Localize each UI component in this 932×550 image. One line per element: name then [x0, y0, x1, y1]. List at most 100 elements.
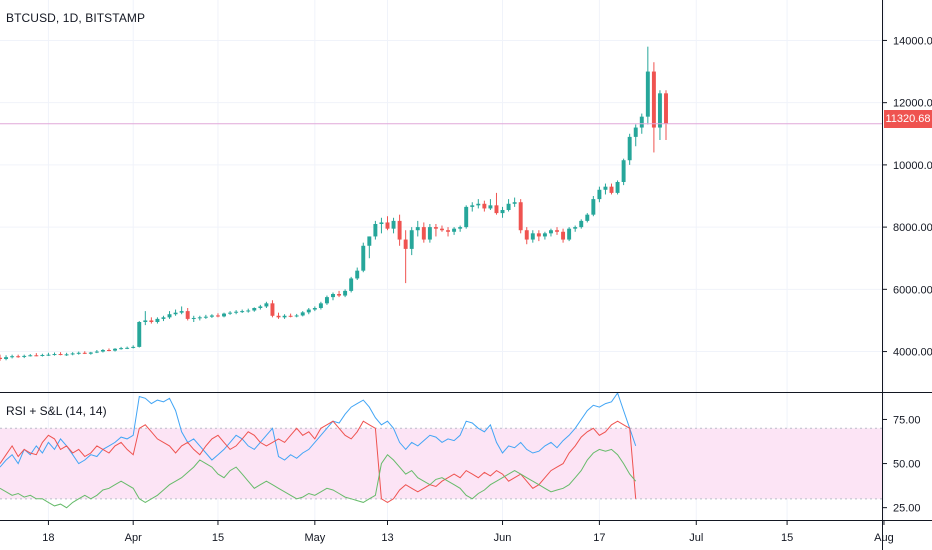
- candle-body: [22, 355, 27, 357]
- candle-body: [500, 210, 505, 214]
- candle-body: [536, 233, 541, 237]
- candle-body: [191, 317, 196, 319]
- candle-body: [246, 310, 251, 312]
- rsi-series-weakness: [0, 448, 637, 509]
- candle-body: [657, 93, 662, 128]
- time-tick-label: Jul: [689, 532, 703, 544]
- candle-body: [46, 354, 51, 356]
- candle-body: [331, 294, 335, 298]
- candle-body: [137, 322, 142, 347]
- candle-body: [494, 205, 499, 214]
- candle-body: [203, 316, 208, 318]
- candle-body: [88, 352, 93, 354]
- candle-body: [645, 71, 650, 117]
- candle-body: [125, 347, 130, 349]
- candle-body: [185, 311, 190, 319]
- candle-body: [397, 220, 402, 240]
- rsi-tick-label: 25.00: [893, 503, 921, 515]
- time-tick-label: 17: [593, 532, 605, 544]
- price-tick-label: 14000.00: [893, 35, 932, 47]
- rsi-series-strength: [0, 420, 637, 503]
- candle-body: [82, 352, 87, 354]
- candle-body: [16, 356, 21, 358]
- candle-body: [621, 160, 626, 182]
- time-tick-label: 15: [781, 532, 793, 544]
- candle-body: [40, 354, 45, 356]
- candle-body: [561, 231, 566, 240]
- candle-body: [300, 312, 305, 316]
- candle-body: [664, 93, 668, 124]
- candle-body: [276, 315, 281, 318]
- candle-body: [367, 236, 372, 246]
- candle-body: [440, 228, 444, 231]
- candle-body: [306, 309, 311, 313]
- candle-body: [433, 227, 438, 229]
- price-tick-label: 8000.00: [893, 222, 932, 234]
- candle-body: [361, 245, 366, 271]
- candle-body: [506, 203, 511, 210]
- rsi-tick-label: 50.00: [893, 459, 921, 471]
- candle-body: [409, 230, 414, 249]
- candle-body: [579, 220, 584, 228]
- candle-body: [155, 318, 160, 322]
- rsi-tick-label: 75.00: [893, 414, 921, 426]
- candle-body: [143, 320, 148, 322]
- candle-body: [64, 354, 69, 356]
- candle-body: [119, 348, 124, 350]
- candle-body: [10, 356, 15, 358]
- rsi-indicator-pane: [0, 391, 882, 509]
- candle-body: [215, 315, 220, 317]
- candle-body: [379, 222, 384, 224]
- time-tick-label: May: [304, 532, 325, 544]
- candle-body: [548, 230, 553, 234]
- candle-body: [258, 306, 263, 308]
- candle-body: [470, 205, 475, 207]
- candle-body: [633, 127, 638, 137]
- candle-body: [28, 355, 33, 357]
- last-price-badge: 11320.68: [884, 110, 932, 128]
- candle-body: [609, 186, 614, 193]
- candle-body: [234, 311, 239, 313]
- candle-body: [70, 353, 75, 355]
- candle-body: [312, 308, 317, 310]
- candle-body: [385, 222, 390, 229]
- candle-body: [34, 355, 39, 357]
- candle-body: [288, 315, 293, 317]
- candle-body: [4, 357, 9, 360]
- candle-body: [58, 354, 63, 356]
- candle-body: [318, 303, 323, 308]
- candle-body: [615, 182, 620, 193]
- candle-body: [173, 312, 178, 315]
- candle-body: [518, 202, 523, 231]
- candle-body: [446, 230, 451, 232]
- candlestick-series: [0, 46, 882, 361]
- candle-body: [149, 320, 154, 322]
- candle-body: [458, 227, 463, 229]
- candle-body: [627, 136, 632, 161]
- candle-body: [107, 350, 111, 351]
- candle-body: [403, 239, 408, 249]
- candle-body: [530, 233, 535, 240]
- candle-body: [373, 224, 378, 237]
- candle-body: [591, 199, 596, 215]
- candle-body: [488, 205, 493, 209]
- candle-body: [167, 314, 172, 318]
- rsi-series-rsi: [0, 391, 637, 468]
- candle-body: [452, 228, 457, 232]
- time-tick-label: Aug: [874, 532, 894, 544]
- candle-body: [524, 230, 529, 240]
- time-tick-label: Jun: [494, 532, 512, 544]
- rsi-band: [0, 428, 882, 499]
- candle-body: [573, 227, 578, 229]
- candle-body: [512, 202, 517, 204]
- candle-body: [585, 214, 590, 221]
- candle-body: [343, 290, 348, 296]
- candle-body: [294, 315, 299, 317]
- candle-body: [639, 116, 644, 128]
- candle-body: [391, 220, 396, 229]
- candle-body: [131, 346, 136, 348]
- candle-body: [197, 317, 202, 319]
- price-tick-label: 12000.00: [893, 98, 932, 110]
